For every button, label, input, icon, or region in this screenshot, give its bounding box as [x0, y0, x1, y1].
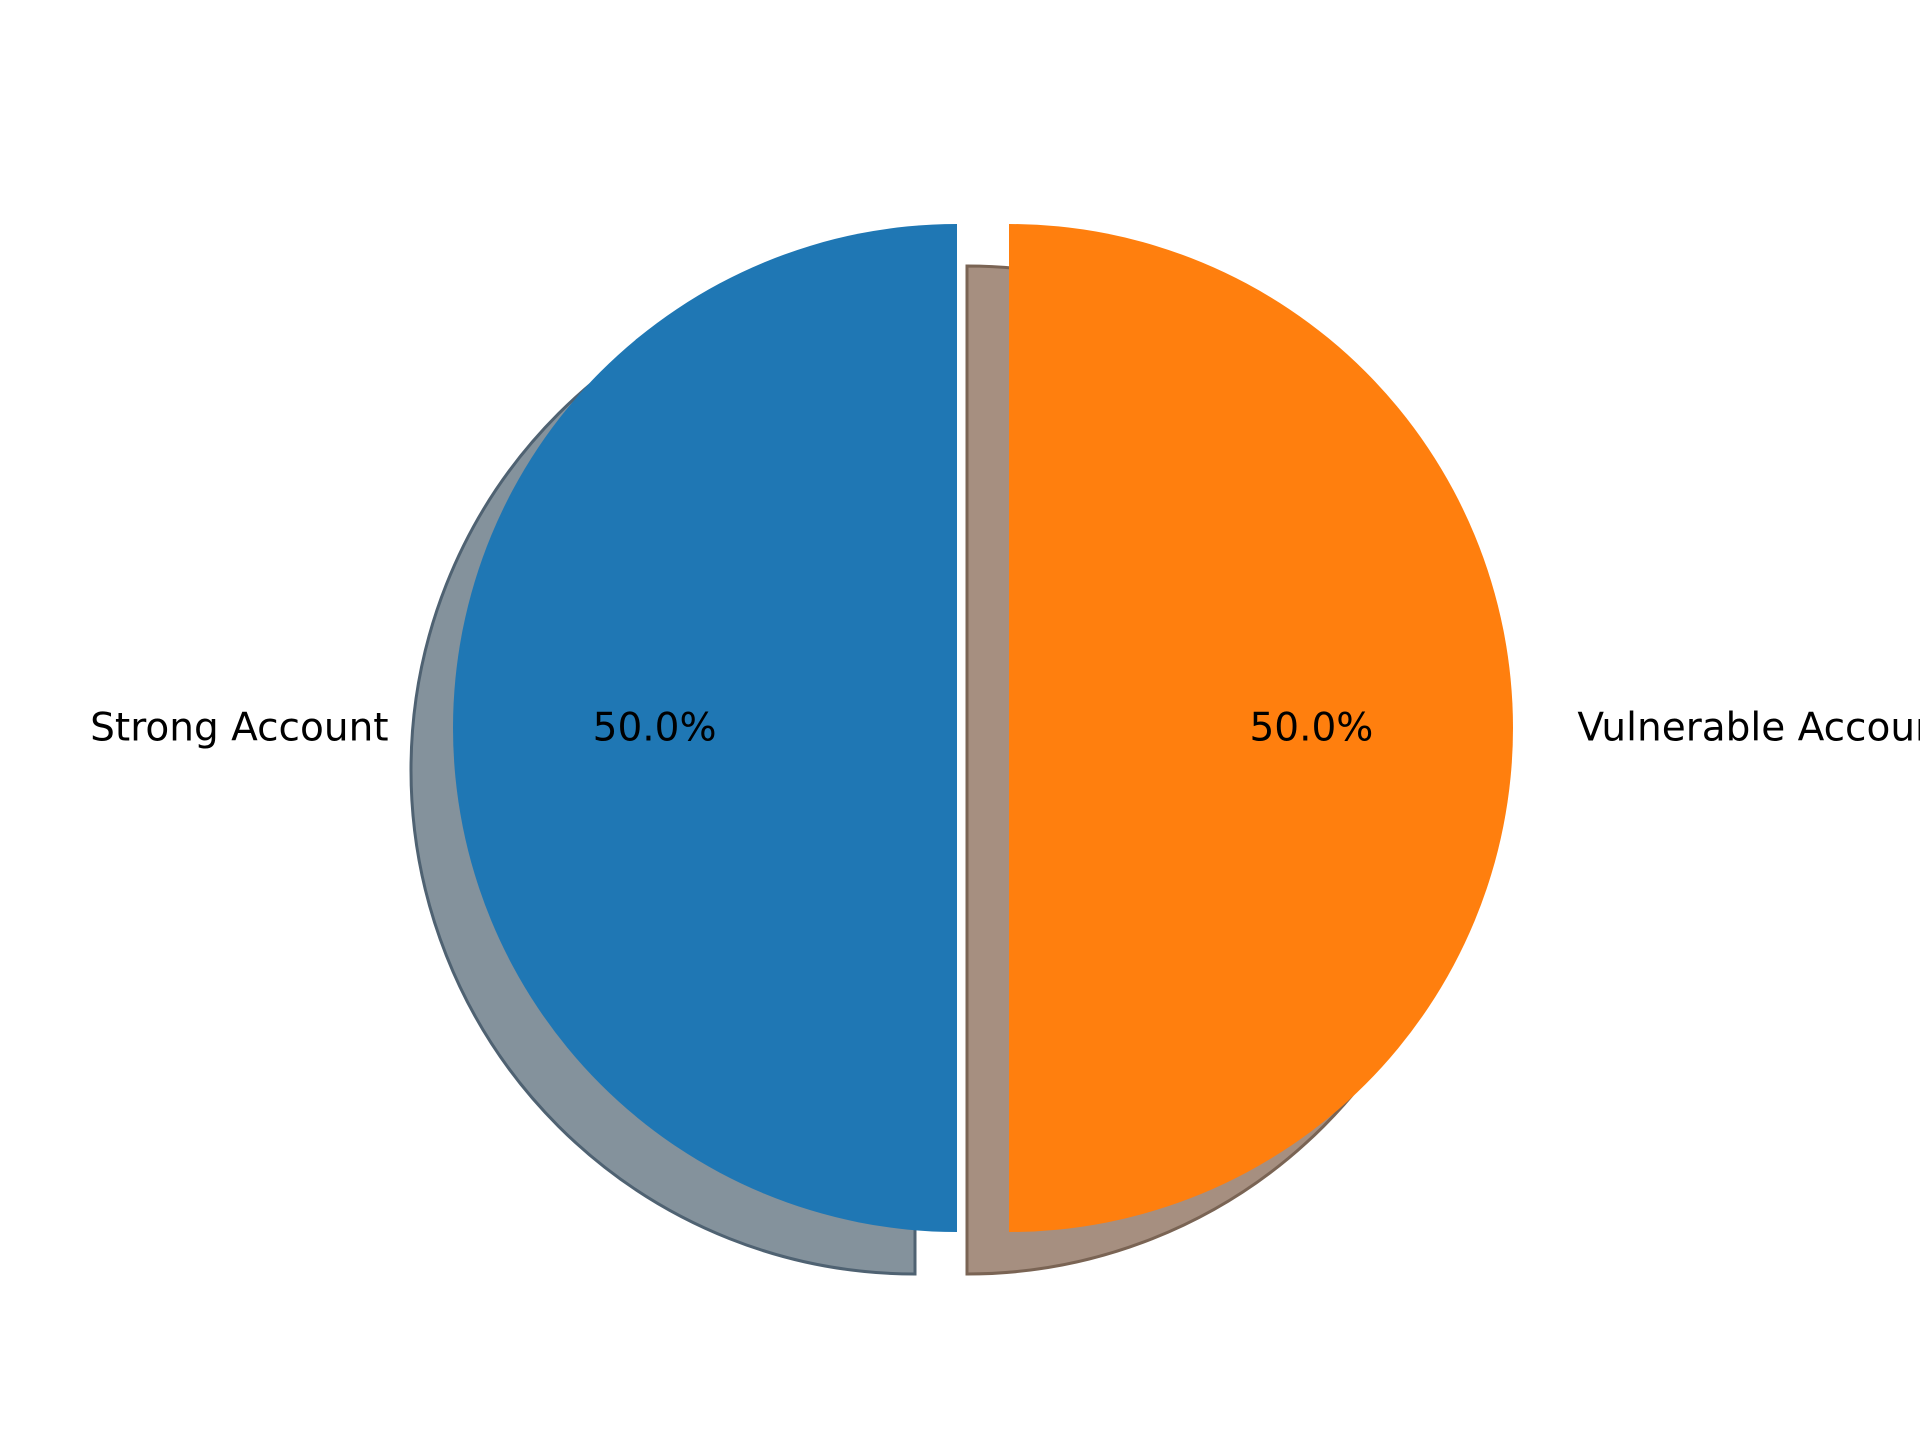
pie-label-layer: Strong Account 50.0% Vulnerable Account 50.… [90, 706, 1920, 751]
pie-category-label: Vulnerable Account [1577, 706, 1920, 751]
pie-percent-label: 50.0% [1249, 706, 1373, 751]
pie-slice-layer [453, 224, 1513, 1232]
pie-percent-label: 50.0% [593, 706, 717, 751]
pie-slice-strong-account [453, 224, 957, 1232]
pie-slice-vulnerable-account [1009, 224, 1513, 1232]
pie-category-label: Strong Account [90, 706, 388, 751]
